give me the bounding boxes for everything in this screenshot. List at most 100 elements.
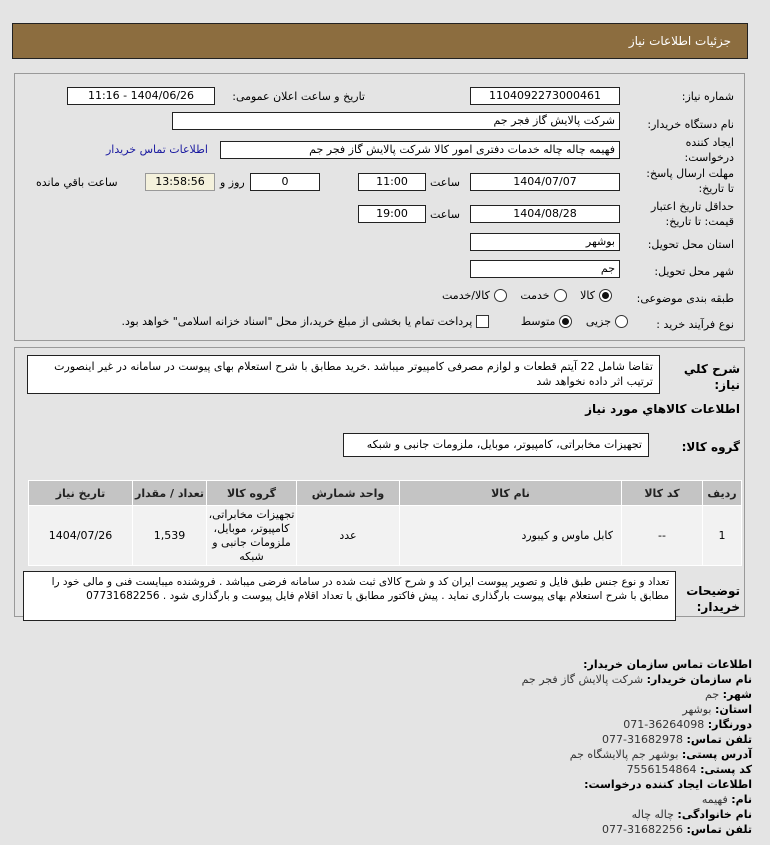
group-box: تجهیزات مخابراتی، کامپیوتر، موبایل، ملزو… xyxy=(343,433,649,457)
buyer-notes-label-2: خریدار: xyxy=(696,600,740,614)
need-number-field[interactable]: 1104092273000461 xyxy=(470,87,620,105)
time-label-2: ساعت xyxy=(430,208,460,221)
cell-name: کابل ماوس و کیبورد xyxy=(399,505,622,566)
process-minor-option[interactable]: جزیی xyxy=(586,315,628,328)
creator-label-2: درخواست: xyxy=(684,151,734,164)
key: استان: xyxy=(715,703,752,716)
key: آدرس پستی: xyxy=(681,748,752,761)
value: 36264098-071 xyxy=(623,718,705,731)
announce-field[interactable]: 1404/06/26 - 11:16 xyxy=(67,87,215,105)
description-label: شرح كلي xyxy=(683,362,740,376)
validity-date-field[interactable]: 1404/08/28 xyxy=(470,205,620,223)
description-label-2: نياز: xyxy=(714,378,740,392)
announce-label: تاریخ و ساعت اعلان عمومی: xyxy=(232,90,365,103)
value: چاله چاله xyxy=(631,808,674,821)
value: بوشهر جم پالایشگاه جم xyxy=(569,748,679,761)
days-label: روز و xyxy=(220,176,245,189)
key: نام: xyxy=(731,793,752,806)
checkbox-icon[interactable] xyxy=(476,315,490,328)
value: 31682978-077 xyxy=(602,733,684,746)
creator-name: نام: فهیمه xyxy=(522,792,752,807)
radio-selected-icon[interactable] xyxy=(559,315,573,328)
category-service-option[interactable]: خدمت xyxy=(520,289,567,302)
radio-icon[interactable] xyxy=(553,289,567,302)
col-name: نام کالا xyxy=(399,480,622,506)
validity-label-2: قیمت: تا تاریخ: xyxy=(665,215,734,228)
key: تلفن تماس: xyxy=(686,823,752,836)
category-radio-group: کالا خدمت کالا/خدمت xyxy=(432,289,612,305)
table-header-row: ردیف کد کالا نام کالا واحد شمارش گروه کا… xyxy=(28,480,742,506)
contact-province: استان: بوشهر xyxy=(522,702,752,717)
process-medium-option[interactable]: متوسط xyxy=(521,315,573,328)
deadline-date-field[interactable]: 1404/07/07 xyxy=(470,173,620,191)
value: بوشهر xyxy=(682,703,712,716)
city-field[interactable]: جم xyxy=(470,260,620,278)
days-field[interactable]: 0 xyxy=(250,173,320,191)
option-label: پرداخت تمام یا بخشی از مبلغ خرید،از محل … xyxy=(121,315,473,328)
time-label: ساعت xyxy=(430,176,460,189)
col-row: ردیف xyxy=(702,480,742,506)
cell-quantity: 1,539 xyxy=(132,505,207,566)
treasury-payment-option[interactable]: پرداخت تمام یا بخشی از مبلغ خرید،از محل … xyxy=(122,315,490,328)
city-label: شهر محل تحویل: xyxy=(654,265,734,278)
category-goods-option[interactable]: کالا xyxy=(580,289,612,302)
value: فهیمه xyxy=(701,793,728,806)
col-unit: واحد شمارش xyxy=(296,480,400,506)
radio-icon[interactable] xyxy=(615,315,628,328)
buyer-notes-label: توضیحات xyxy=(686,584,740,598)
creator-family: نام خانوادگی: چاله چاله xyxy=(522,807,752,822)
category-label: طبقه بندی موضوعی: xyxy=(636,292,734,305)
cell-code: -- xyxy=(621,505,703,566)
cell-unit: عدد xyxy=(296,505,400,566)
creator-field[interactable]: فهیمه چاله چاله خدمات دفتری امور کالا شر… xyxy=(220,141,620,159)
province-label: استان محل تحویل: xyxy=(647,238,734,251)
buyer-contact-link[interactable]: اطلاعات تماس خریدار xyxy=(106,143,208,156)
buyer-field[interactable]: شرکت پالایش گاز فجر جم xyxy=(172,112,620,130)
buyer-label: نام دستگاه خریدار: xyxy=(647,118,734,131)
creator-title: اطلاعات ایجاد کننده درخواست: xyxy=(584,778,752,791)
key: شهر: xyxy=(722,688,752,701)
process-label: نوع فرآیند خرید : xyxy=(656,318,734,331)
validity-time-field[interactable]: 19:00 xyxy=(358,205,426,223)
col-code: کد کالا xyxy=(621,480,703,506)
creator-phone: تلفن تماس: 31682256-077 xyxy=(522,822,752,837)
creator-label: ایجاد کننده xyxy=(685,136,734,149)
radio-icon[interactable] xyxy=(493,289,507,302)
contact-postal: کد پستی: 7556154864 xyxy=(522,762,752,777)
deadline-label: مهلت ارسال پاسخ: xyxy=(646,167,734,180)
key: تلفن تماس: xyxy=(686,733,752,746)
cell-row: 1 xyxy=(702,505,742,566)
table-row: 1 -- کابل ماوس و کیبورد عدد تجهیزات مخاب… xyxy=(28,505,742,566)
cell-group: تجهیزات مخابراتی، کامپیوتر، موبایل، ملزو… xyxy=(206,505,297,566)
contact-org: نام سازمان خریدار: شرکت پالایش گاز فجر ج… xyxy=(522,672,752,687)
description-box: تقاضا شامل 22 آیتم قطعات و لوازم مصرفی ک… xyxy=(27,355,660,394)
option-label: کالا/خدمت xyxy=(442,289,490,302)
province-field[interactable]: بوشهر xyxy=(470,233,620,251)
category-both-option[interactable]: کالا/خدمت xyxy=(442,289,507,302)
option-label: کالا xyxy=(580,289,595,302)
value: 7556154864 xyxy=(626,763,697,776)
process-radio-group: جزیی متوسط پرداخت تمام یا بخشی از مبلغ خ… xyxy=(112,315,628,331)
key: کد پستی: xyxy=(700,763,752,776)
col-quantity: تعداد / مقدار xyxy=(132,480,207,506)
contact-info: اطلاعات تماس سازمان خریدار: نام سازمان خ… xyxy=(522,657,752,837)
cell-date: 1404/07/26 xyxy=(28,505,133,566)
remaining-label: ساعت باقي مانده xyxy=(36,176,118,189)
page-header: جزئیات اطلاعات نیاز xyxy=(12,23,748,59)
value: شرکت پالایش گاز فجر جم xyxy=(521,673,644,686)
contact-city: شهر: جم xyxy=(522,687,752,702)
option-label: متوسط xyxy=(520,315,556,328)
option-label: جزیی xyxy=(585,315,611,328)
radio-selected-icon[interactable] xyxy=(599,289,612,302)
key: نام سازمان خریدار: xyxy=(646,673,752,686)
deadline-time-field[interactable]: 11:00 xyxy=(358,173,426,191)
key: دورنگار: xyxy=(707,718,752,731)
contact-phone: تلفن تماس: 31682978-077 xyxy=(522,732,752,747)
col-date: تاریخ نیاز xyxy=(28,480,133,506)
option-label: خدمت xyxy=(520,289,550,302)
group-label: گروه کالا: xyxy=(681,440,740,454)
contact-address: آدرس پستی: بوشهر جم پالایشگاه جم xyxy=(522,747,752,762)
value: جم xyxy=(705,688,720,701)
goods-heading: اطلاعات كالاهاي مورد نياز xyxy=(585,402,740,416)
buyer-notes-box: تعداد و نوع جنس طبق فایل و تصویر پیوست ا… xyxy=(23,571,676,621)
